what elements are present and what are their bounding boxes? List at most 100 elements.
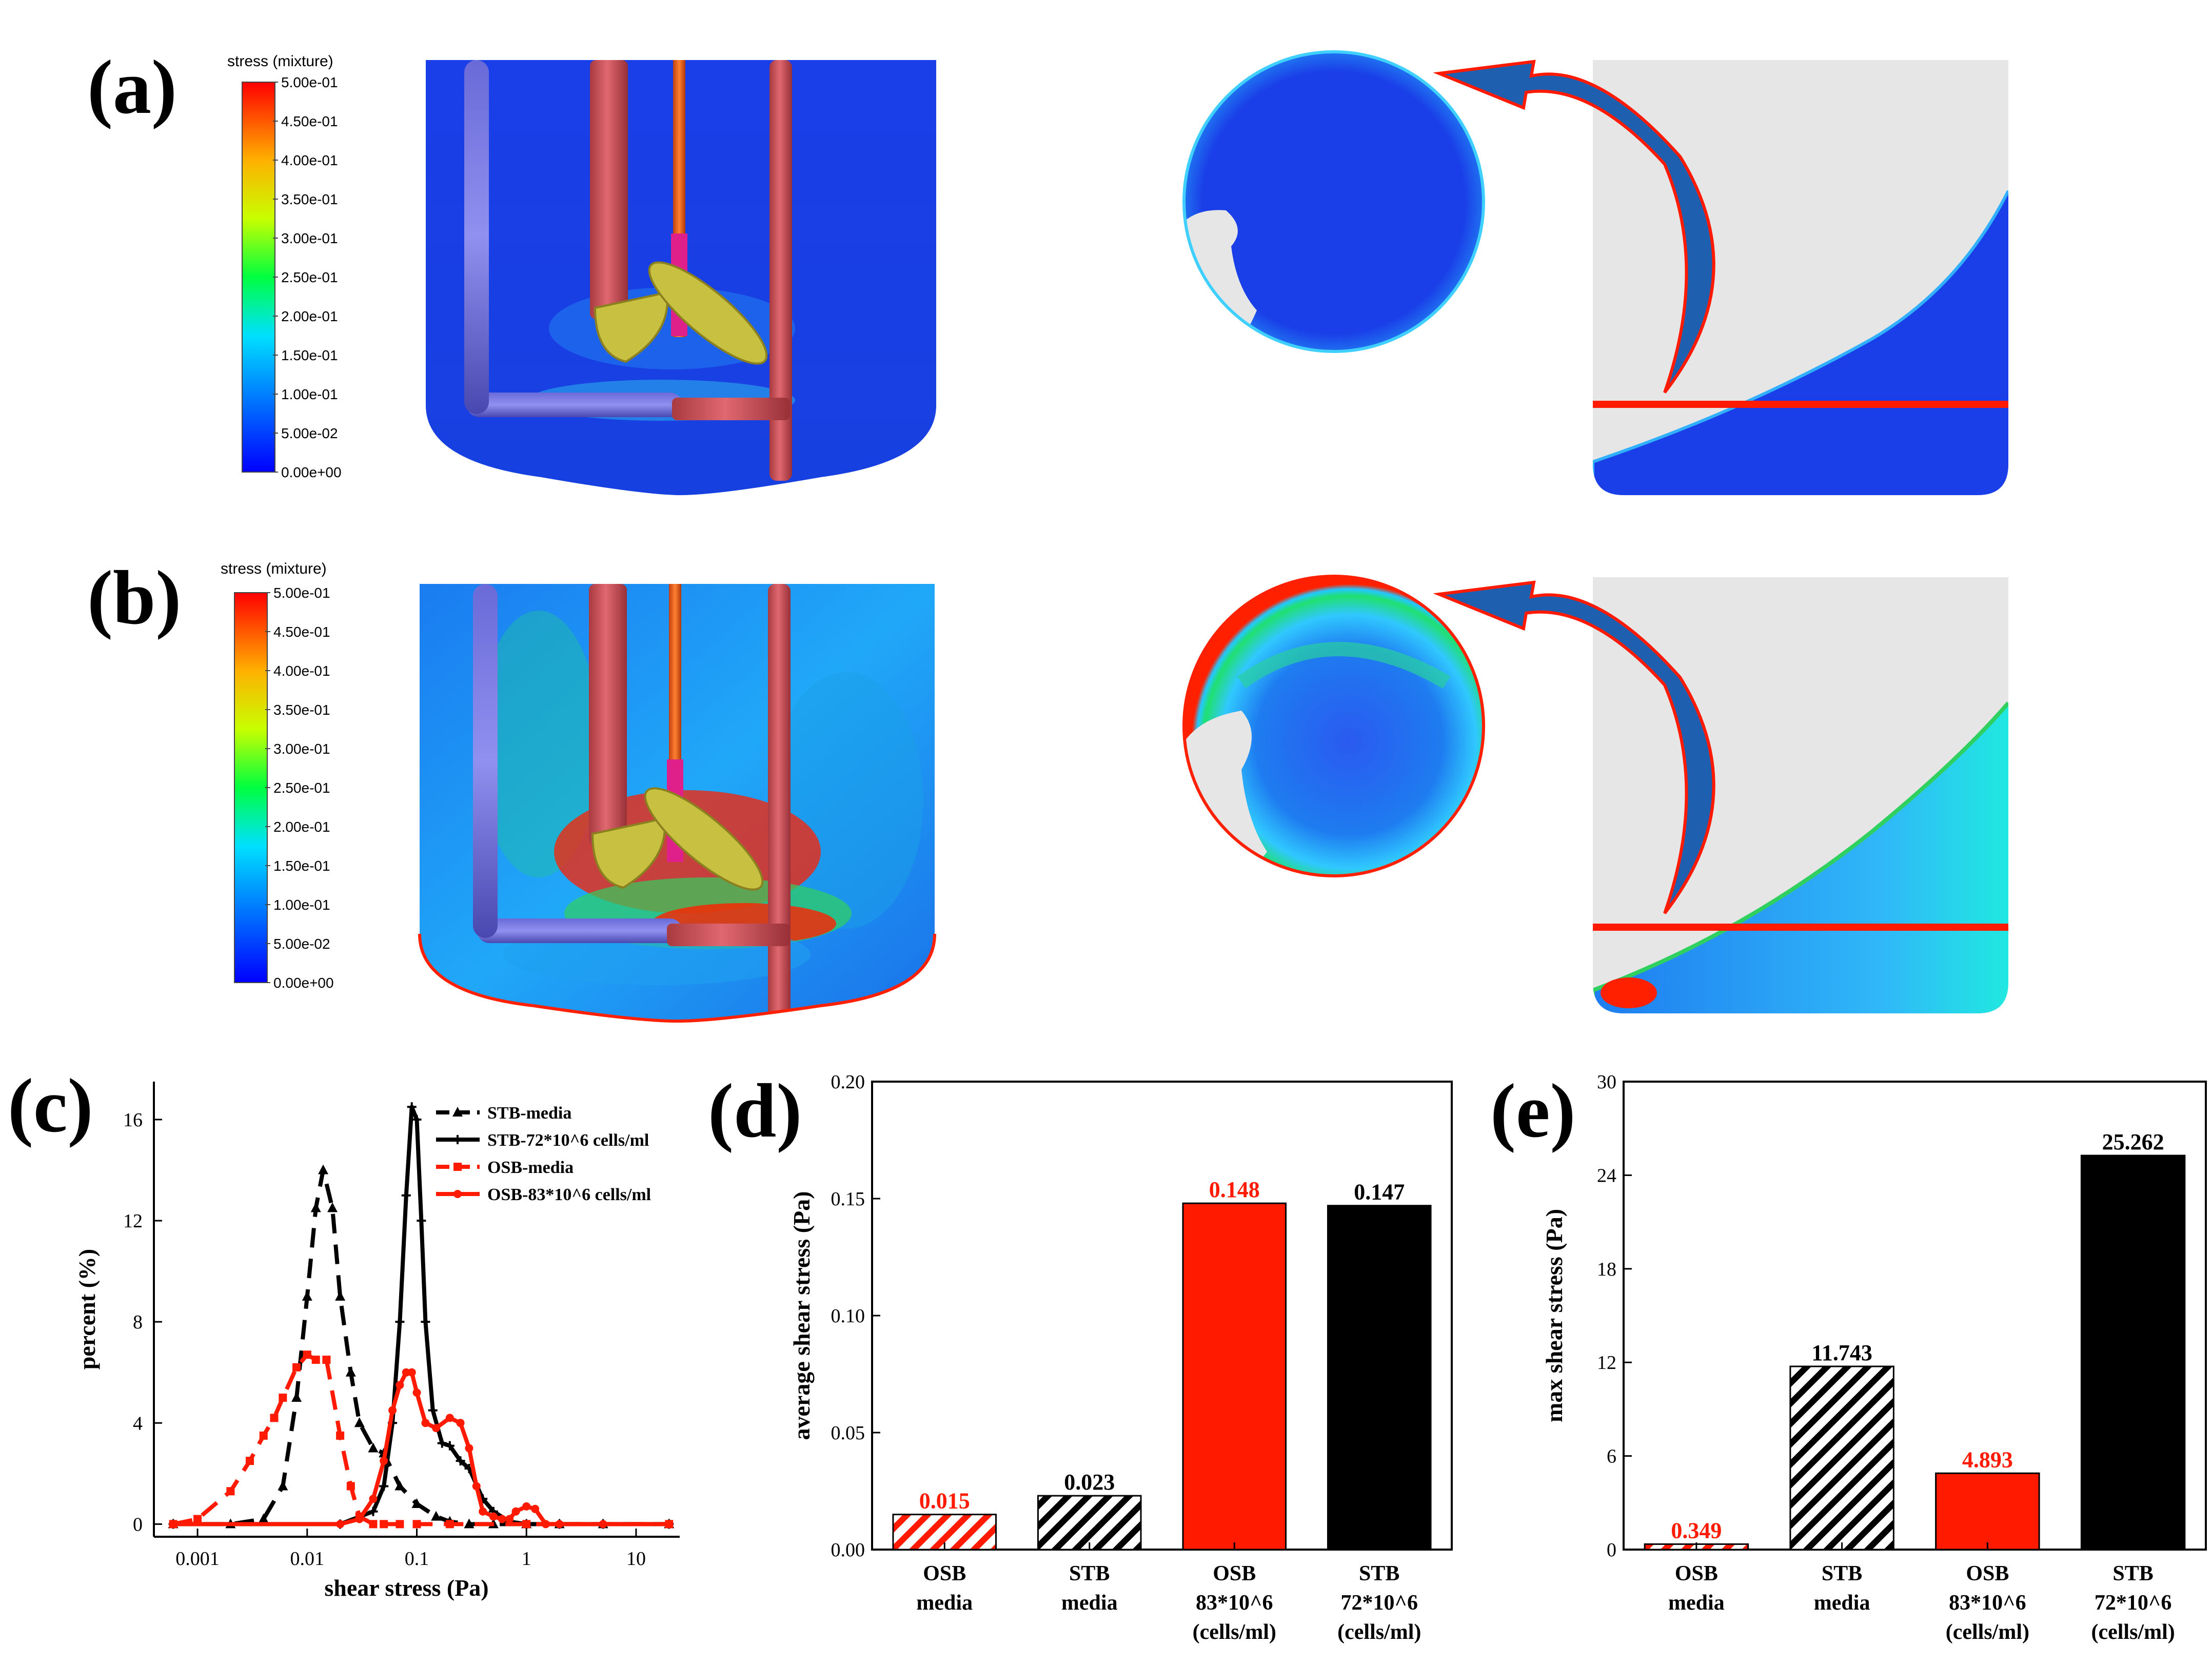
plot-frame-e: [1623, 1081, 2207, 1551]
y-tick-label-d: 0.05: [831, 1422, 865, 1444]
bar-value-label-d-1: 0.023: [1064, 1470, 1115, 1495]
series-marker-2: [279, 1393, 287, 1402]
y-tick-label-c: 4: [133, 1413, 143, 1434]
series-line-3: [173, 1370, 669, 1526]
dip-tube-b: [473, 584, 498, 938]
category-label-e: (cells/ml): [1946, 1620, 2029, 1644]
category-label-d: (cells/ml): [1337, 1620, 1421, 1644]
series-marker-0: [431, 1511, 442, 1521]
y-tick-label-e: 24: [1597, 1165, 1616, 1186]
colorbar-tick-label: 1.00e-01: [273, 897, 330, 913]
colorbar-tick-label: 4.00e-01: [273, 663, 330, 679]
chart-d: 0.00 0.05 0.10 0.15 0.20 average shear stress…: [788, 1071, 1453, 1644]
category-label-e: media: [1814, 1591, 1870, 1615]
series-marker-0: [278, 1480, 288, 1491]
y-tick-label-d: 0.00: [831, 1539, 865, 1561]
colorbar-tick-label: 5.00e-01: [273, 585, 330, 601]
series-marker-3: [511, 1507, 520, 1516]
colorbar-a: stress (mixture) 5.00e-01 4.50e-01 4.00e-0…: [227, 53, 342, 480]
bar-value-label-d-3: 0.147: [1354, 1180, 1405, 1205]
series-marker-2: [380, 1520, 388, 1529]
y-tick-label-e: 30: [1597, 1071, 1616, 1093]
series-marker-3: [412, 1388, 421, 1397]
category-label-e: 83*10^6: [1949, 1591, 2026, 1615]
series-marker-0: [345, 1366, 356, 1377]
panel-c-label: (c): [8, 1063, 93, 1148]
series-marker-3: [489, 1512, 498, 1521]
category-label-d: (cells/ml): [1193, 1620, 1276, 1644]
series-marker-2: [336, 1431, 345, 1440]
projection-arrow-a: [1433, 60, 1715, 394]
series-marker-3: [472, 1482, 481, 1491]
series-marker-2: [270, 1414, 279, 1422]
panel-a: (a) stress (mixture) 5.00e-01 4.50e-01 4.0…: [87, 45, 2008, 495]
series-marker-2: [311, 1356, 320, 1364]
series-marker-0: [368, 1442, 379, 1453]
colorbar-tick-label: 0.00e+00: [273, 975, 334, 991]
series-marker-0: [302, 1290, 312, 1301]
series-marker-2: [346, 1482, 355, 1491]
chart-e: 0 6 12 18 24 30 max shear stress (Pa) 0.349 OSB m…: [1541, 1071, 2207, 1644]
y-tick-label-d: 0.20: [831, 1071, 865, 1093]
impeller-blade-right-a: [648, 261, 768, 365]
colorbar-tick-label: 3.50e-01: [273, 702, 330, 718]
x-tick-label-c: 0.001: [175, 1548, 220, 1570]
panel-b-label: (b): [87, 555, 181, 640]
colorbar-b-scale: [234, 592, 268, 983]
series-marker-3: [432, 1424, 441, 1433]
colorbar-tick-label: 2.50e-01: [281, 269, 338, 285]
bar-d-3: [1327, 1205, 1432, 1551]
colorbar-b: stress (mixture) 5.00e-01 4.50e-01 4.00e-0…: [221, 560, 334, 991]
bar-value-label-d-0: 0.015: [919, 1489, 970, 1514]
y-tick-label-c: 12: [123, 1210, 143, 1232]
category-label-d: OSB: [1213, 1562, 1256, 1585]
colorbar-a-title: stress (mixture): [227, 53, 333, 70]
panel-c: (c) 0 4 8 12 16 0.001 0.01 0.1 1 10 shear stress (…: [8, 1063, 680, 1601]
x-tick-label-c: 1: [522, 1548, 531, 1570]
series-marker-3: [445, 1414, 454, 1422]
legend-marker-2: [453, 1163, 462, 1171]
legend-label-0: STB-media: [487, 1104, 571, 1123]
y-tick-label-e: 0: [1607, 1539, 1616, 1561]
colorbar-tick-label: 1.50e-01: [273, 858, 330, 874]
category-label-d: STB: [1069, 1562, 1110, 1585]
y-tick-label-c: 8: [133, 1311, 143, 1333]
series-marker-2: [522, 1520, 531, 1529]
liquid-region-b: [1593, 703, 2008, 1013]
bar-e-1: [1789, 1365, 1894, 1551]
series-marker-3: [479, 1507, 487, 1516]
series-marker-3: [665, 1520, 674, 1529]
thermowell-a: [590, 60, 628, 319]
category-label-d: OSB: [923, 1562, 966, 1585]
bar-d-2: [1182, 1202, 1287, 1551]
panel-d-label: (d): [708, 1068, 802, 1153]
series-marker-3: [498, 1515, 506, 1523]
category-label-e: (cells/ml): [2091, 1620, 2175, 1644]
colorbar-tick-label: 2.50e-01: [273, 780, 330, 796]
series-marker-2: [292, 1363, 301, 1372]
colorbar-tick-label: 2.00e-01: [281, 308, 338, 324]
series-marker-3: [336, 1520, 345, 1529]
category-label-e: OSB: [1675, 1562, 1718, 1585]
bar-d-1: [1037, 1495, 1142, 1551]
colorbar-tick-label: 4.50e-01: [281, 113, 338, 129]
sparger-pipe-b: [477, 918, 682, 943]
series-marker-2: [193, 1515, 202, 1523]
x-tick-label-c: 0.01: [290, 1548, 325, 1570]
series-marker-1: [456, 1456, 465, 1466]
series-marker-2: [412, 1520, 421, 1529]
panel-b: (b) stress (mixture) 5.00e-01 4.50e-01 4.0…: [87, 555, 2008, 1023]
y-tick-label-e: 12: [1597, 1352, 1616, 1374]
series-marker-3: [505, 1515, 514, 1523]
colorbar-tick-label: 1.50e-01: [281, 347, 338, 363]
colorbar-b-ticks: 5.00e-01 4.50e-01 4.00e-01 3.50e-01 3.00e-01…: [265, 585, 334, 991]
category-label-e: media: [1668, 1591, 1725, 1615]
category-label-e: STB: [1822, 1562, 1862, 1585]
category-label-e: STB: [2112, 1562, 2153, 1585]
bar-value-label-d-2: 0.148: [1209, 1177, 1260, 1202]
y-tick-label-c: 16: [123, 1109, 143, 1131]
harvest-tube-b: [768, 584, 791, 1021]
series-marker-2: [246, 1457, 254, 1465]
cross-section-b: [1182, 575, 1485, 877]
bar-e-2: [1935, 1472, 2040, 1551]
